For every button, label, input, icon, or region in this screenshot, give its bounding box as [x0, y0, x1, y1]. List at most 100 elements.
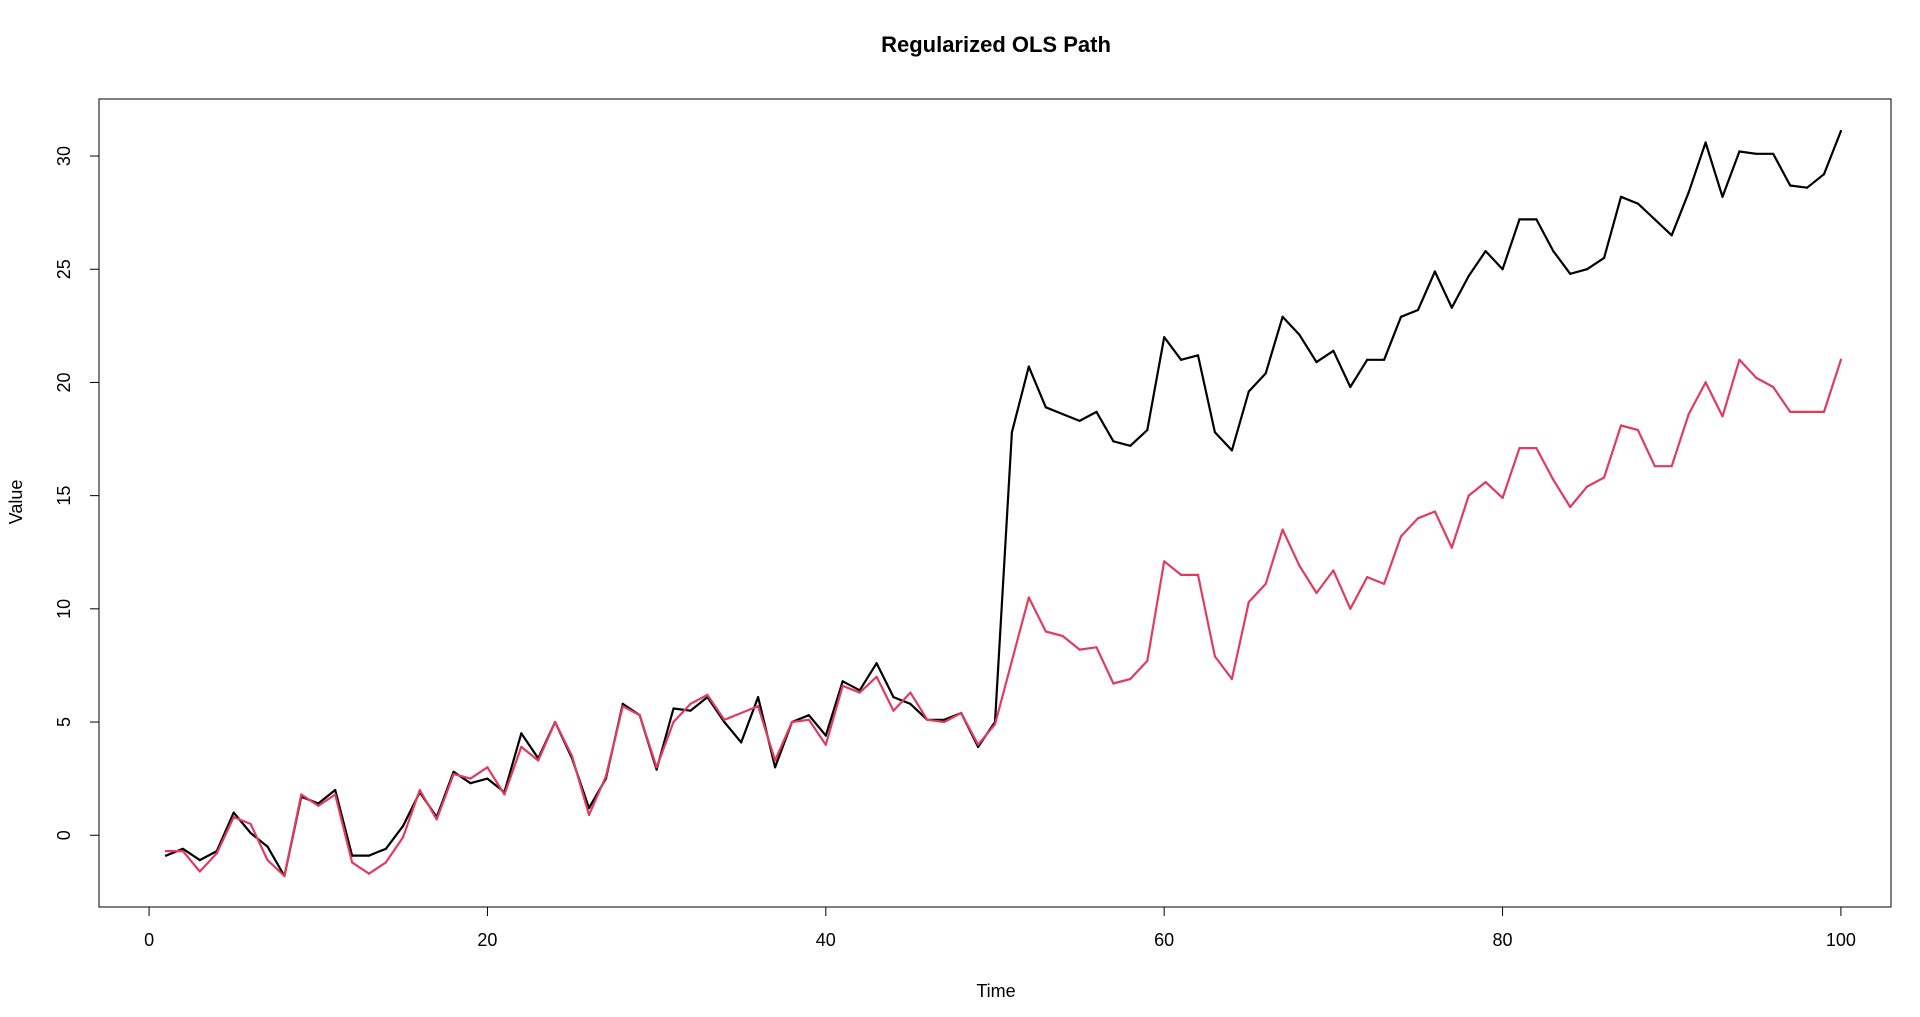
data-point — [1755, 376, 1758, 379]
data-point — [1450, 546, 1453, 549]
data-point — [1078, 648, 1081, 651]
data-point — [1653, 465, 1656, 468]
data-point — [1213, 655, 1216, 658]
data-point — [1281, 528, 1284, 531]
data-point — [1180, 573, 1183, 577]
data-point — [1839, 358, 1842, 361]
data-point — [1653, 218, 1656, 221]
data-point — [1061, 634, 1064, 638]
y-tick-label: 10 — [54, 599, 74, 619]
data-point — [672, 720, 675, 724]
data-point — [1095, 646, 1098, 649]
data-point — [486, 777, 489, 780]
data-point — [1501, 268, 1504, 271]
data-point — [638, 714, 641, 717]
data-point — [384, 861, 387, 864]
data-point — [1230, 677, 1233, 681]
data-point — [486, 766, 489, 769]
data-point — [418, 788, 421, 792]
data-point — [943, 718, 946, 721]
data-point — [435, 818, 438, 821]
data-point — [283, 874, 286, 878]
data-point — [1433, 270, 1436, 273]
data-point — [892, 696, 895, 699]
x-axis-label: Time — [976, 981, 1015, 1001]
y-axis: 0 5 10 15 20 25 30 — [54, 146, 100, 840]
data-point — [452, 773, 455, 776]
data-point — [384, 847, 387, 850]
data-point — [1163, 336, 1166, 339]
data-point — [875, 675, 878, 678]
chart-title: Regularized OLS Path — [881, 32, 1111, 57]
data-point — [926, 718, 929, 721]
data-point — [807, 714, 811, 717]
data-point — [1467, 494, 1470, 497]
data-point — [232, 811, 235, 814]
data-point — [1535, 218, 1538, 221]
data-point — [181, 847, 184, 850]
data-point — [689, 702, 692, 706]
data-point — [1484, 250, 1487, 253]
data-point — [300, 793, 303, 796]
data-point — [1010, 659, 1014, 663]
data-point — [1044, 406, 1047, 409]
data-point — [1772, 152, 1775, 155]
data-point — [1738, 358, 1741, 361]
data-point — [537, 759, 540, 762]
data-point — [1433, 510, 1436, 513]
data-point — [1636, 428, 1639, 432]
data-point — [334, 793, 337, 796]
data-point — [452, 770, 455, 773]
y-tick-label: 30 — [54, 146, 74, 166]
data-point — [1061, 413, 1064, 416]
data-point — [621, 705, 624, 708]
x-tick-label: 60 — [1154, 930, 1174, 950]
data-point — [1399, 315, 1403, 318]
data-point — [1806, 410, 1809, 413]
data-point — [1501, 496, 1504, 499]
data-point — [824, 743, 827, 746]
data-point — [1636, 202, 1639, 205]
y-tick-label: 25 — [54, 259, 74, 279]
data-point — [655, 766, 658, 769]
data-point — [1298, 564, 1301, 567]
data-point — [1247, 600, 1250, 604]
data-point — [841, 680, 844, 683]
y-tick-label: 20 — [54, 372, 74, 392]
data-point — [1822, 173, 1826, 176]
data-point — [1586, 268, 1589, 271]
data-point — [1332, 569, 1335, 572]
data-point — [1264, 582, 1267, 586]
data-point — [554, 720, 557, 724]
data-point — [1213, 431, 1216, 434]
data-point — [1315, 361, 1318, 364]
data-point — [621, 702, 624, 706]
data-point — [1552, 250, 1555, 253]
data-point — [1298, 333, 1301, 336]
x-axis: 0 20 40 60 80 100 — [144, 906, 1856, 950]
data-point — [1738, 150, 1741, 153]
data-point — [1704, 141, 1707, 144]
data-point — [1603, 256, 1606, 259]
data-point — [960, 711, 963, 715]
data-point — [367, 854, 371, 857]
data-point — [1416, 308, 1420, 312]
data-point — [1230, 449, 1233, 452]
data-point — [1518, 218, 1521, 221]
data-point — [1569, 505, 1572, 509]
data-point — [1721, 415, 1724, 418]
data-point — [1450, 306, 1453, 309]
data-point — [401, 825, 404, 828]
data-point — [807, 718, 811, 721]
data-point — [1196, 354, 1200, 357]
data-point — [1535, 447, 1538, 450]
data-point — [774, 766, 777, 769]
data-point — [655, 768, 658, 771]
data-point — [249, 831, 252, 835]
data-point — [909, 691, 912, 694]
data-point — [1467, 274, 1470, 278]
data-point — [317, 802, 320, 805]
data-point — [587, 807, 591, 810]
y-axis-label: Value — [6, 480, 26, 525]
